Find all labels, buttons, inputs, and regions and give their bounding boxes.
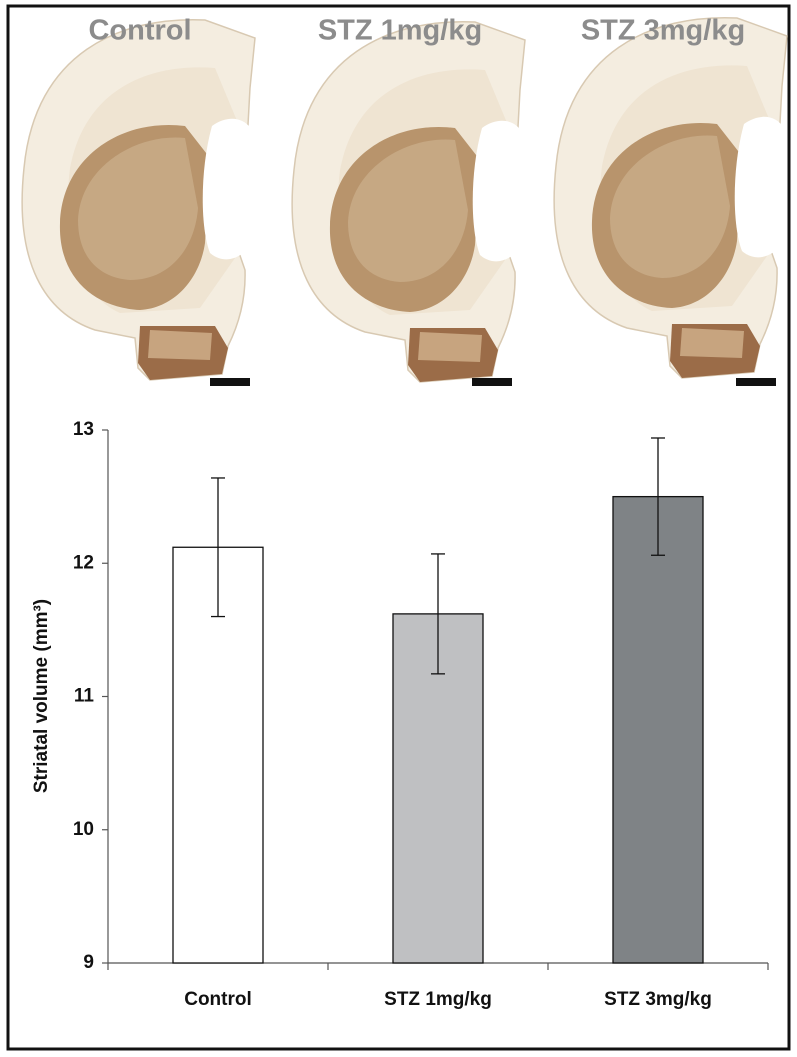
scale-bar: [736, 378, 776, 386]
brain-image: [553, 16, 788, 379]
scale-bar: [472, 378, 512, 386]
x-tick-label: STZ 3mg/kg: [604, 989, 712, 1010]
panel-label: Control: [88, 15, 191, 47]
panel-label: STZ 1mg/kg: [318, 15, 482, 47]
bar: [612, 495, 704, 964]
x-tick-label: STZ 1mg/kg: [384, 989, 492, 1010]
y-tick-label: 13: [73, 419, 94, 440]
y-axis-title: Striatal volume (mm³): [31, 599, 52, 793]
figure-frame: [6, 4, 791, 1051]
y-tick-label: 12: [73, 552, 94, 573]
brain-image: [291, 20, 526, 383]
y-tick-label: 10: [73, 819, 94, 840]
brain-image: [21, 18, 256, 381]
panel-label: STZ 3mg/kg: [581, 15, 745, 47]
y-tick-label: 9: [83, 952, 94, 973]
scale-bar: [210, 378, 250, 386]
plot: 9 10 11 12 13 Control STZ 1mg/kg STZ 3mg/kg: [73, 419, 769, 1010]
y-tick-label: 11: [74, 686, 95, 707]
x-tick-label: Control: [184, 989, 252, 1010]
